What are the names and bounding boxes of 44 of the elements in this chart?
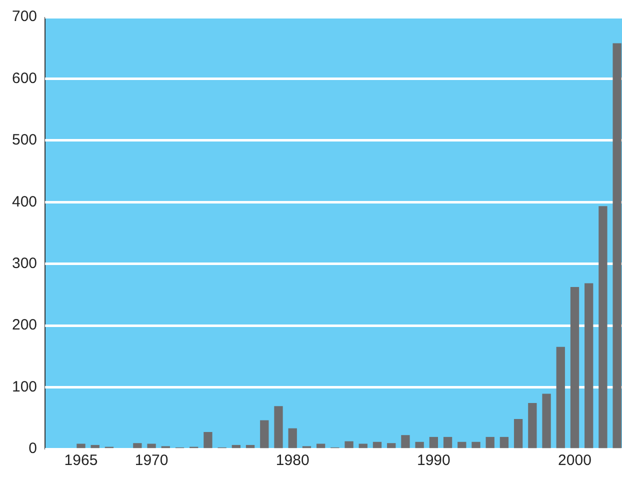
bar — [316, 444, 326, 448]
bar — [570, 286, 580, 448]
bar — [288, 428, 297, 448]
x-tick-label: 1965 — [64, 452, 98, 470]
y-tick-label: 0 — [28, 440, 38, 458]
bar — [472, 442, 480, 448]
bar — [260, 420, 269, 448]
bar — [443, 436, 452, 448]
bar — [415, 442, 424, 448]
y-tick-label: 300 — [12, 255, 38, 272]
bar — [429, 436, 438, 448]
bar — [133, 443, 142, 448]
bar — [486, 436, 494, 448]
bar — [500, 436, 509, 448]
bar — [372, 442, 382, 448]
bar — [542, 394, 551, 448]
bar — [344, 441, 354, 448]
bar — [612, 43, 622, 448]
y-tick-label: 200 — [12, 316, 38, 334]
y-tick-label: 100 — [12, 378, 38, 396]
bar — [387, 443, 396, 448]
bar — [528, 403, 537, 448]
bar — [204, 432, 212, 448]
x-tick-label: 1970 — [134, 452, 168, 470]
bar — [401, 435, 410, 448]
bar — [90, 444, 100, 448]
x-tick-label: 2000 — [558, 452, 592, 470]
y-tick-label: 700 — [12, 8, 38, 26]
y-tick-label: 600 — [12, 70, 38, 87]
bar — [584, 283, 594, 448]
bar — [514, 419, 523, 448]
x-tick-label: 1990 — [416, 452, 450, 470]
bar — [598, 206, 608, 448]
bar — [274, 406, 283, 448]
bar — [76, 444, 86, 448]
bar — [232, 444, 241, 448]
bar — [246, 444, 255, 448]
y-tick-label: 400 — [12, 193, 38, 210]
bar — [358, 444, 368, 448]
x-tick-label: 1980 — [276, 452, 310, 470]
bar — [556, 346, 565, 448]
bar — [147, 444, 156, 448]
bar — [458, 442, 466, 448]
y-tick-label: 500 — [12, 132, 38, 149]
